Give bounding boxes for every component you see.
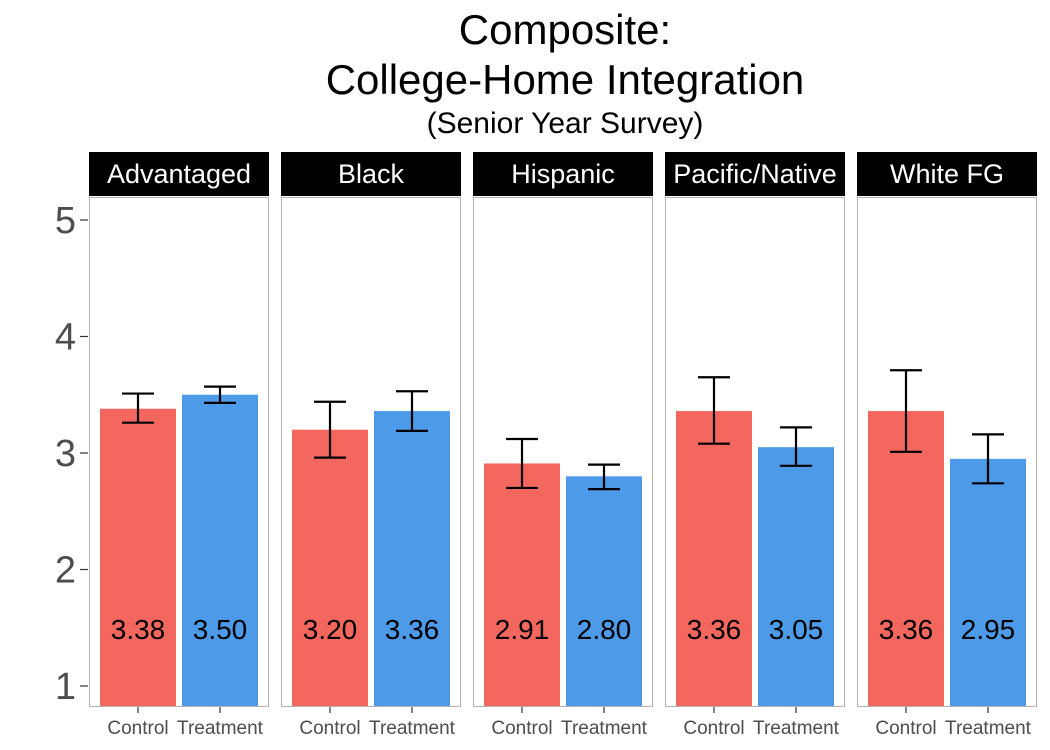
bar-value-label: 2.95: [961, 614, 1016, 645]
facet-strip-label: Hispanic: [511, 159, 615, 189]
bar-value-label: 3.05: [769, 614, 824, 645]
y-axis-tick-label: 4: [55, 317, 76, 359]
bar-value-label: 3.36: [385, 614, 440, 645]
x-axis-tick-label: Treatment: [369, 718, 456, 739]
bar-value-label: 2.91: [495, 614, 550, 645]
y-axis-tick-label: 3: [55, 433, 76, 475]
facet-strip-label: Pacific/Native: [673, 159, 837, 189]
y-axis-tick-label: 5: [55, 200, 76, 242]
chart-title-line-2: College-Home Integration: [325, 56, 805, 103]
bar: [868, 411, 944, 706]
x-axis-tick-label: Control: [683, 718, 744, 739]
x-axis-tick-label: Treatment: [561, 718, 648, 739]
facet-strip: [89, 152, 269, 196]
bar-value-label: 3.50: [193, 614, 248, 645]
bar: [566, 476, 642, 706]
facet-panel: [857, 197, 1037, 707]
facet-strip-label: Black: [338, 159, 405, 189]
chart-subtitle: (Senior Year Survey): [426, 107, 704, 140]
facet-panel: [281, 197, 461, 707]
bar: [292, 429, 368, 706]
bar: [100, 408, 176, 706]
facet-panel: [473, 197, 653, 707]
bar-value-label: 3.36: [879, 614, 934, 645]
x-axis-tick-label: Treatment: [753, 718, 840, 739]
facet-strip: [665, 152, 845, 196]
bar: [484, 463, 560, 706]
bar: [758, 447, 834, 706]
facet-panel: [665, 197, 845, 707]
x-axis-tick-label: Control: [491, 718, 552, 739]
bar: [374, 411, 450, 706]
facet-strip-label: White FG: [890, 159, 1004, 189]
bar-value-label: 3.38: [111, 614, 166, 645]
x-axis-tick-label: Control: [299, 718, 360, 739]
x-axis-tick-label: Treatment: [945, 718, 1032, 739]
x-axis-tick-label: Control: [107, 718, 168, 739]
bar-value-label: 3.36: [687, 614, 742, 645]
chart-title-line-1: Composite:: [458, 6, 672, 53]
y-axis-tick-label: 2: [55, 550, 76, 592]
facet-strip-label: Advantaged: [107, 159, 251, 189]
facet-strip: [857, 152, 1037, 196]
x-axis-tick-label: Control: [875, 718, 936, 739]
facet-strip: [473, 152, 653, 196]
facet-panel: [89, 197, 269, 707]
bar-value-label: 2.80: [577, 614, 632, 645]
bar: [950, 458, 1026, 706]
bar: [676, 411, 752, 706]
x-axis-tick-label: Treatment: [177, 718, 264, 739]
bar-value-label: 3.20: [303, 614, 358, 645]
y-axis-tick-label: 1: [55, 666, 76, 708]
bar: [182, 394, 258, 706]
facet-strip: [281, 152, 461, 196]
